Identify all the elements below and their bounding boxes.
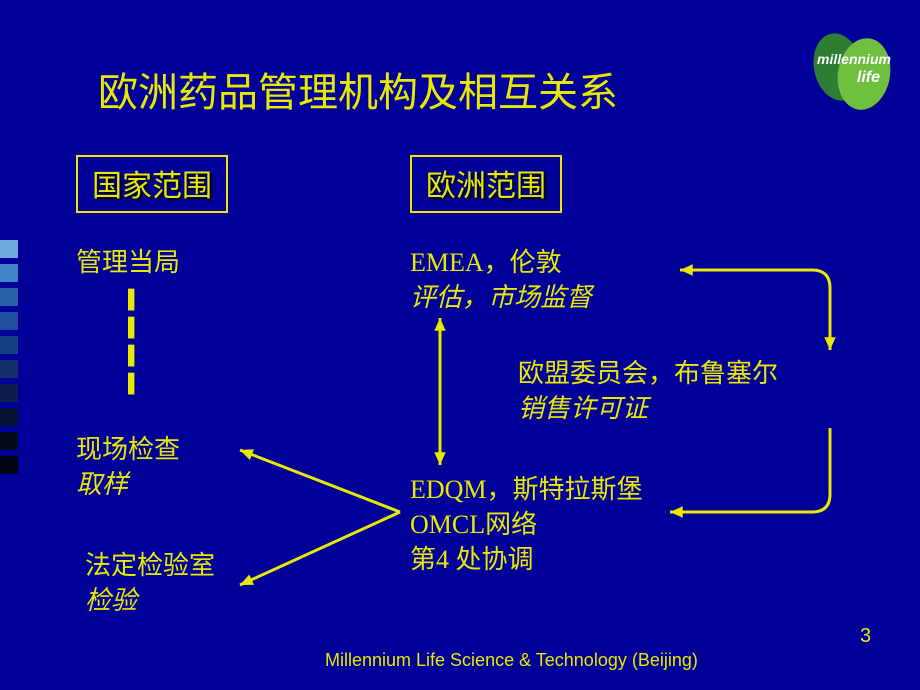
- footer-text: Millennium Life Science & Technology (Be…: [325, 650, 698, 671]
- page-number: 3: [860, 625, 871, 648]
- slide: millennium life 欧洲药品管理机构及相互关系 国家范围 欧洲范围 …: [0, 0, 920, 690]
- arrows-layer: [0, 0, 920, 690]
